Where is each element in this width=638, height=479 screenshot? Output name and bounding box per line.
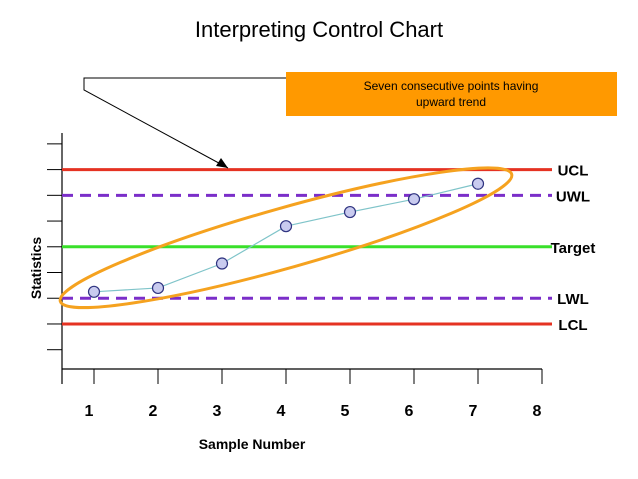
x-tick-label: 5 — [341, 403, 350, 420]
x-tick-label: 7 — [469, 403, 478, 420]
callout-text: Seven consecutive points having — [364, 79, 539, 93]
annotation: Seven consecutive points having upward tr… — [58, 72, 617, 310]
data-point — [407, 193, 421, 206]
callout-leader-line — [83, 77, 286, 169]
control-lines: UCL UWL Target LWL LCL — [62, 163, 595, 334]
data-point — [471, 177, 485, 190]
control-label-ucl: UCL — [558, 163, 589, 180]
series — [87, 177, 485, 298]
x-tick-label: 1 — [85, 403, 94, 420]
control-label-uwl: UWL — [556, 188, 590, 205]
data-point — [151, 281, 165, 295]
axes: 1 2 3 4 5 6 7 8 — [47, 133, 543, 420]
series-line — [93, 183, 479, 293]
data-point — [343, 205, 357, 219]
data-point — [279, 220, 293, 233]
data-point — [87, 285, 101, 298]
x-axis-label: Sample Number — [199, 436, 306, 452]
callout-text: upward trend — [416, 95, 486, 109]
x-tick-label: 6 — [405, 403, 414, 420]
x-tick-label: 8 — [533, 403, 542, 420]
data-point — [215, 257, 229, 270]
control-label-lwl: LWL — [557, 291, 589, 308]
control-label-target: Target — [551, 240, 596, 257]
chart-title: Interpreting Control Chart — [195, 17, 443, 42]
x-tick-label: 2 — [149, 403, 158, 420]
control-label-lcl: LCL — [558, 317, 587, 334]
callout-box — [286, 72, 617, 116]
callout-arrowhead — [216, 158, 228, 168]
y-axis-label: Statistics — [28, 237, 44, 299]
trend-ellipse — [58, 166, 514, 310]
x-tick-label: 3 — [213, 403, 222, 420]
x-tick-label: 4 — [277, 403, 286, 420]
